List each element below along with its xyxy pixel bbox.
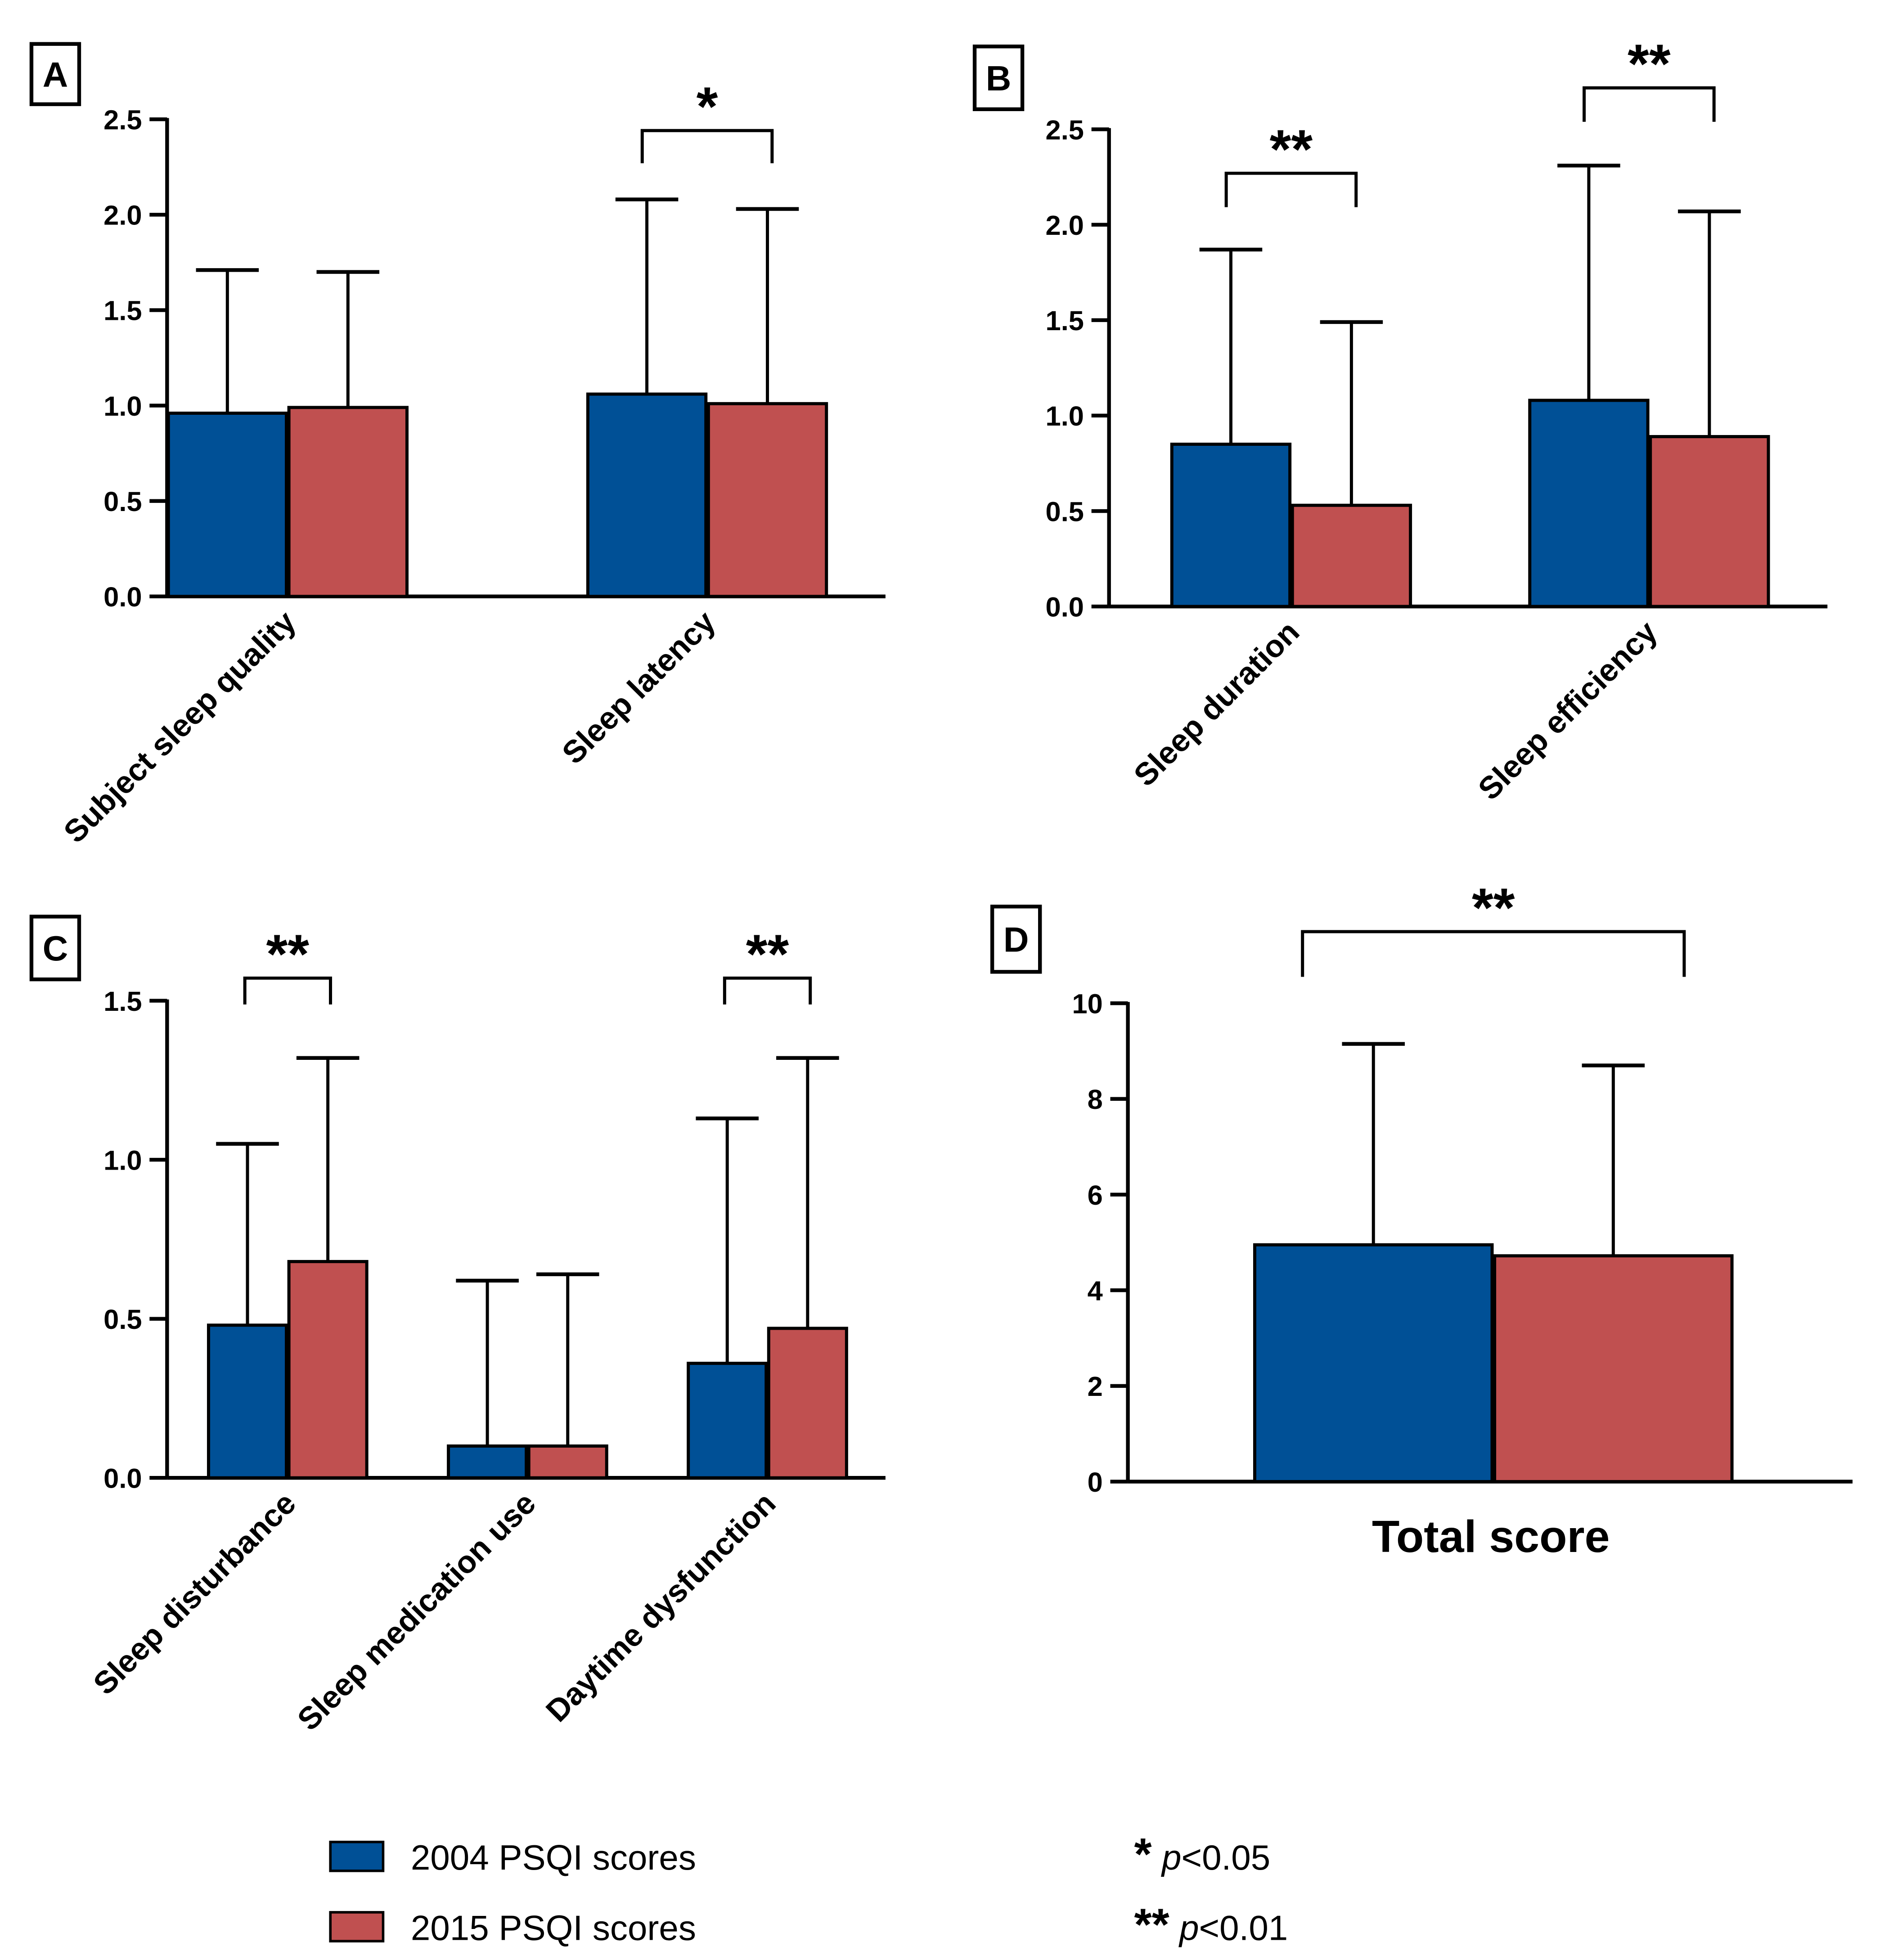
significance-bracket: [723, 976, 812, 1005]
y-tick-label: 0.5: [103, 1304, 142, 1335]
y-tick-label: 0.0: [1046, 592, 1084, 623]
bar-2004-0: [166, 412, 288, 598]
y-tick-label: 0: [1088, 1467, 1103, 1498]
panel-D: D 0 2 4 6 8 10 Total score **: [990, 877, 1853, 1562]
panel-label-box: [990, 905, 1042, 974]
y-tick-label: 0.5: [1046, 496, 1084, 527]
category-label: Sleep efficiency: [1471, 614, 1664, 807]
bar-2015-0: [287, 406, 409, 598]
y-tick-label: 8: [1088, 1084, 1103, 1115]
significance-stars: *: [697, 76, 718, 138]
y-tick-label: 2.5: [1046, 115, 1084, 146]
panel-label-box: [29, 915, 81, 982]
panel-label: A: [43, 55, 68, 94]
significance-bracket: [1224, 171, 1358, 207]
category-label: Sleep medication use: [291, 1485, 543, 1737]
bar-2015-1: [706, 402, 828, 598]
bar-2015-0: [287, 1260, 369, 1480]
legend-sig-005: * p<0.05: [1134, 1829, 1271, 1879]
y-tick-label: 2.5: [103, 104, 142, 135]
significance-stars: **: [1270, 119, 1313, 180]
significance-stars: **: [1628, 33, 1671, 95]
y-tick-label: 0.0: [103, 1463, 142, 1494]
panel-label-box: [29, 42, 81, 106]
significance-bracket: [640, 129, 774, 163]
bar-2004-2: [687, 1362, 768, 1480]
y-tick-label: 0.5: [103, 486, 142, 517]
y-tick-label: 6: [1088, 1180, 1103, 1211]
y-tick-label: 2: [1088, 1371, 1103, 1402]
significance-stars: **: [1472, 877, 1515, 939]
bar-2015-0: [1290, 503, 1412, 608]
bar-2004-1: [1528, 399, 1650, 608]
bar-2004-0: [207, 1323, 288, 1480]
legend-swatch-2015: [329, 1911, 385, 1942]
y-tick-label: 2.0: [1046, 210, 1084, 241]
panel-B: B 0.0 0.5 1.0 1.5 2.0 2.5 Sleep duration Sleep e…: [972, 33, 1828, 807]
category-label: Daytime dysfunction: [539, 1485, 782, 1728]
bar-2015-1: [527, 1444, 608, 1480]
bar-2015-2: [767, 1327, 848, 1480]
significance-bracket: [243, 976, 332, 1005]
category-label: Total score: [1372, 1511, 1610, 1562]
bar-2015-1: [1649, 435, 1770, 608]
significance-stars: **: [746, 924, 789, 985]
bar-2004-0: [1170, 443, 1292, 608]
y-tick-label: 1.0: [103, 1145, 142, 1176]
category-label: Sleep disturbance: [86, 1485, 302, 1701]
y-tick-label: 10: [1072, 988, 1102, 1019]
y-tick-label: 2.0: [103, 200, 142, 231]
panel-label: B: [986, 58, 1011, 98]
category-label: Sleep duration: [1127, 614, 1306, 793]
bar-2004-1: [586, 392, 708, 598]
y-tick-label: 1.0: [1046, 401, 1084, 432]
panel-label: D: [1003, 920, 1029, 960]
legend-label-2015: 2015 PSQI scores: [411, 1908, 696, 1947]
y-tick-label: 0.0: [103, 582, 142, 613]
bar-2015-0: [1493, 1254, 1734, 1484]
legend: 2004 PSQI scores 2015 PSQI scores * p<0.0…: [329, 1829, 1288, 1950]
significance-stars: **: [266, 924, 310, 985]
legend-sig-001: ** p<0.01: [1134, 1899, 1288, 1950]
legend-swatch-2004: [329, 1840, 385, 1872]
y-tick-label: 1.5: [1046, 305, 1084, 336]
y-tick-label: 1.5: [103, 296, 142, 327]
panel-A: A 0.0 0.5 1.0 1.5 2.0 2.5 Subject sleep quality…: [29, 42, 886, 850]
category-label: Subject sleep quality: [57, 604, 302, 850]
category-label: Sleep latency: [555, 604, 722, 771]
panel-label-box: [972, 45, 1025, 112]
legend-label-2004: 2004 PSQI scores: [411, 1838, 696, 1877]
y-tick-label: 1.5: [103, 986, 142, 1017]
y-tick-label: 1.0: [103, 391, 142, 422]
bar-2004-1: [447, 1444, 528, 1480]
significance-bracket: [1583, 86, 1716, 122]
significance-bracket: [1301, 930, 1686, 977]
y-tick-label: 4: [1088, 1276, 1103, 1307]
panel-label: C: [43, 928, 68, 968]
bar-2004-0: [1253, 1243, 1494, 1484]
